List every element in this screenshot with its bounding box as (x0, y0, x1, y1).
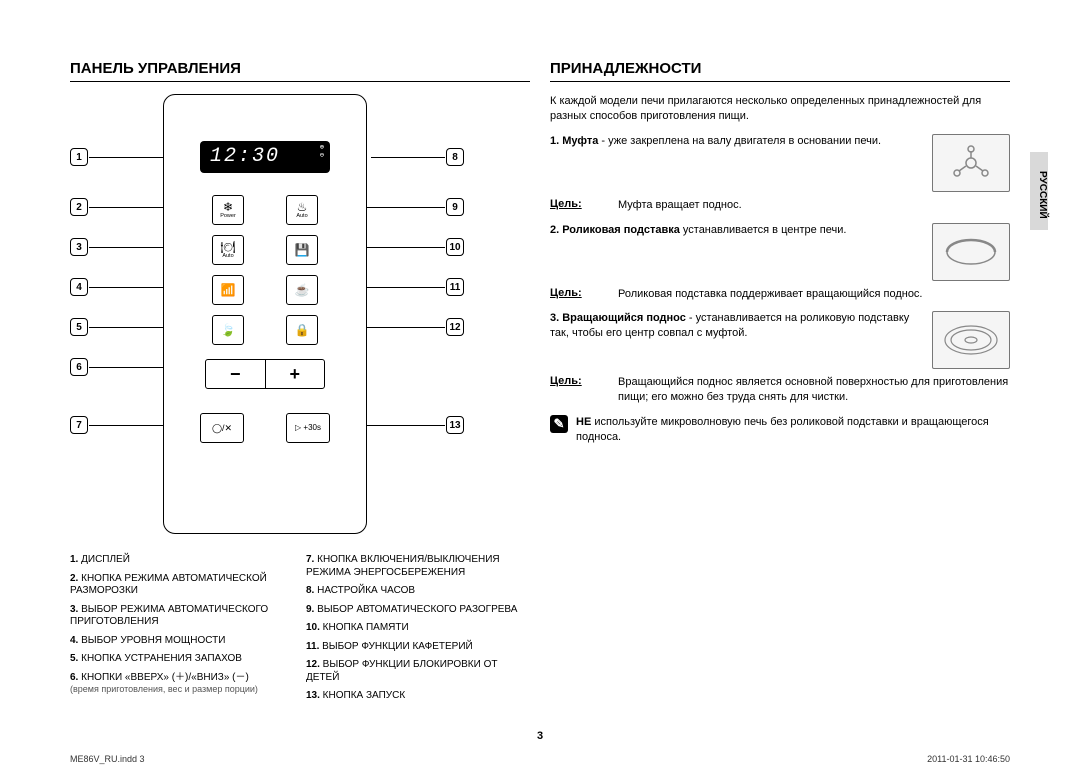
legend-item: 8. НАСТРОЙКА ЧАСОВ (306, 585, 530, 598)
footer-filename: ME86V_RU.indd 3 (70, 754, 145, 764)
accessories-section: ПРИНАДЛЕЖНОСТИ К каждой модели печи прил… (550, 60, 1010, 752)
footer: ME86V_RU.indd 3 2011-01-31 10:46:50 (70, 754, 1010, 764)
cafeteria-button[interactable]: ☕ (286, 275, 318, 305)
legend-item: 5. КНОПКА УСТРАНЕНИЯ ЗАПАХОВ (70, 653, 294, 666)
up-down-rocker[interactable]: − + (205, 359, 325, 389)
auto-reheat-button[interactable]: ♨Auto (286, 195, 318, 225)
power-level-button[interactable]: 📶 (212, 275, 244, 305)
callout-2: 2 (70, 198, 88, 216)
plus-icon: + (266, 360, 325, 388)
display-time: 12:30 (210, 145, 280, 168)
warning-icon: ✎ (550, 415, 568, 433)
heat-icon: ♨ (297, 201, 308, 213)
legend-item: 6. КНОПКИ «ВВЕРХ» (＋)/«ВНИЗ» (－)(время п… (70, 672, 294, 697)
legend-item: 2. КНОПКА РЕЖИМА АВТОМАТИЧЕСКОЙ РАЗМОРОЗ… (70, 573, 294, 598)
memory-icon: 💾 (295, 244, 310, 256)
callout-11: 11 (446, 278, 464, 296)
legend-item: 4. ВЫБОР УРОВНЯ МОЩНОСТИ (70, 635, 294, 648)
control-panel-title: ПАНЕЛЬ УПРАВЛЕНИЯ (70, 60, 530, 82)
legend-item: 12. ВЫБОР ФУНКЦИИ БЛОКИРОВКИ ОТ ДЕТЕЙ (306, 659, 530, 684)
accessory-image (932, 134, 1010, 192)
accessories-title: ПРИНАДЛЕЖНОСТИ (550, 60, 1010, 82)
accessory-image (932, 223, 1010, 281)
control-panel-section: ПАНЕЛЬ УПРАВЛЕНИЯ 1 2 3 4 5 6 7 8 9 10 1… (70, 60, 530, 752)
legend-item: 9. ВЫБОР АВТОМАТИЧЕСКОГО РАЗОГРЕВА (306, 604, 530, 617)
accessory-item: 2. Роликовая подставка устанавливается в… (550, 223, 1010, 302)
callout-10: 10 (446, 238, 464, 256)
snowflake-icon: ❄ (223, 201, 233, 213)
dish-icon: 🍽 (220, 241, 235, 253)
child-lock-button[interactable]: 🔒 (286, 315, 318, 345)
callout-13: 13 (446, 416, 464, 434)
leaf-icon: 🍃 (221, 324, 236, 336)
callout-5: 5 (70, 318, 88, 336)
play-plus30-icon: ▷ +30s (295, 424, 321, 432)
accessory-image (932, 311, 1010, 369)
callout-4: 4 (70, 278, 88, 296)
callout-8: 8 (446, 148, 464, 166)
callout-12: 12 (446, 318, 464, 336)
accessory-item: 3. Вращающийся поднос - устанавливается … (550, 311, 1010, 405)
callout-3: 3 (70, 238, 88, 256)
coffee-icon: ☕ (295, 284, 310, 296)
auto-cook-button[interactable]: 🍽Auto (212, 235, 244, 265)
start-button[interactable]: ▷ +30s (286, 413, 330, 443)
signal-icon: 📶 (221, 284, 236, 296)
legend-item: 7. КНОПКА ВКЛЮЧЕНИЯ/ВЫКЛЮЧЕНИЯ РЕЖИМА ЭН… (306, 554, 530, 579)
lead-line (371, 157, 445, 158)
deodorize-button[interactable]: 🍃 (212, 315, 244, 345)
stop-eco-button[interactable]: ◯/✕ (200, 413, 244, 443)
legend: 1. ДИСПЛЕЙ 2. КНОПКА РЕЖИМА АВТОМАТИЧЕСКО… (70, 554, 530, 709)
minus-icon: − (206, 360, 266, 388)
legend-item: 1. ДИСПЛЕЙ (70, 554, 294, 567)
warning-note: ✎ НЕ используйте микроволновую печь без … (550, 415, 1010, 445)
legend-item: 10. КНОПКА ПАМЯТИ (306, 622, 530, 635)
lead-line (89, 157, 163, 158)
accessories-intro: К каждой модели печи прилагаются несколь… (550, 94, 1010, 124)
panel-display: 12:30 ⊕⊖ (200, 141, 330, 173)
legend-item: 11. ВЫБОР ФУНКЦИИ КАФЕТЕРИЙ (306, 641, 530, 654)
page-number: 3 (537, 730, 543, 742)
memory-button[interactable]: 💾 (286, 235, 318, 265)
legend-item: 13. КНОПКА ЗАПУСК (306, 690, 530, 703)
callout-9: 9 (446, 198, 464, 216)
footer-timestamp: 2011-01-31 10:46:50 (927, 754, 1010, 764)
callout-1: 1 (70, 148, 88, 166)
language-tab: РУССКИЙ (1030, 152, 1048, 230)
panel-faceplate: 12:30 ⊕⊖ ❄Power ♨Auto 🍽Auto 💾 📶 ☕ 🍃 (163, 94, 367, 534)
legend-item: 3. ВЫБОР РЕЖИМА АВТОМАТИЧЕСКОГО ПРИГОТОВ… (70, 604, 294, 629)
lock-icon: 🔒 (295, 324, 310, 336)
defrost-power-button[interactable]: ❄Power (212, 195, 244, 225)
accessory-item: 1. Муфта - уже закреплена на валу двигат… (550, 134, 1010, 213)
callout-6: 6 (70, 358, 88, 376)
power-eco-icon: ◯/✕ (212, 424, 232, 433)
clock-icon: ⊕⊖ (320, 145, 324, 160)
control-panel-diagram: 1 2 3 4 5 6 7 8 9 10 11 12 13 (70, 94, 530, 544)
callout-7: 7 (70, 416, 88, 434)
